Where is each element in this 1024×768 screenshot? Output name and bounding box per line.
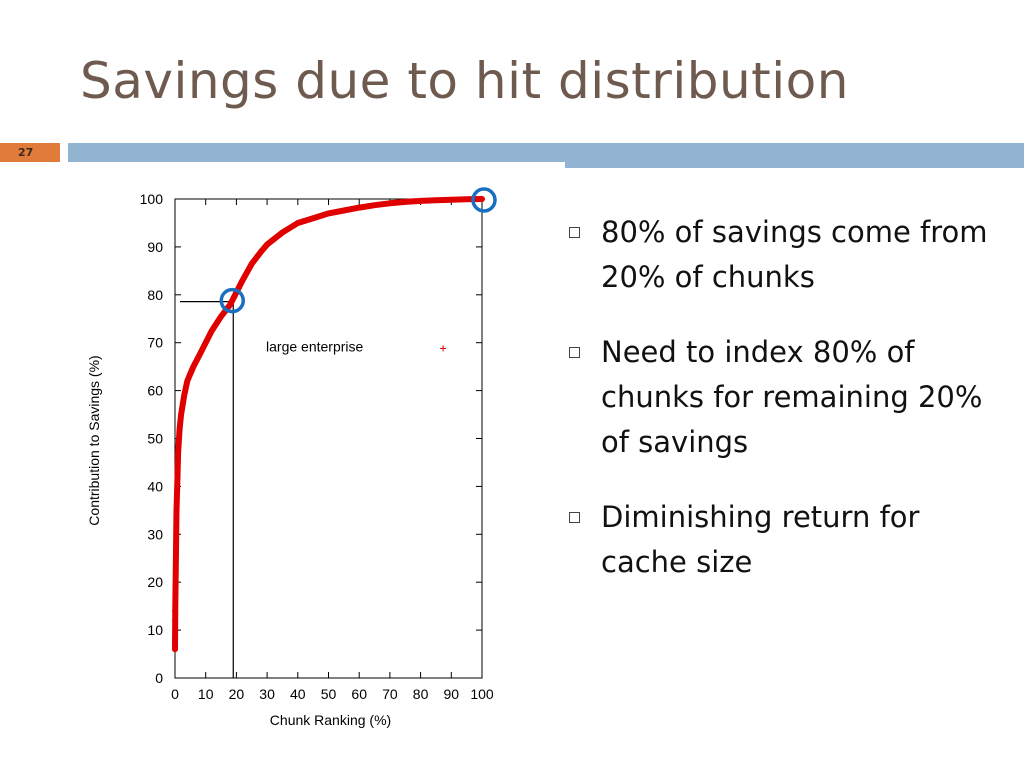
- plot-frame: [174, 198, 483, 679]
- bullet-list: 80% of savings come from 20% of chunks N…: [563, 210, 1003, 615]
- y-tick-label: 0: [155, 670, 163, 686]
- x-tick-label: 80: [413, 686, 429, 702]
- bullet-text: Diminishing return for cache size: [601, 500, 920, 579]
- y-axis-label: Contribution to Savings (%): [86, 355, 102, 525]
- x-tick-label: 90: [444, 686, 460, 702]
- y-tick-label: 80: [147, 287, 163, 303]
- x-tick-label: 20: [229, 686, 245, 702]
- bullet-item: Diminishing return for cache size: [563, 495, 1003, 585]
- slide-number: 27: [18, 146, 34, 159]
- x-tick-label: 30: [259, 686, 275, 702]
- y-tick-label: 50: [147, 431, 163, 447]
- bullet-text: 80% of savings come from 20% of chunks: [601, 215, 988, 294]
- x-tick-label: 100: [470, 686, 494, 702]
- y-tick-label: 40: [147, 478, 163, 494]
- bullet-square-icon: [569, 347, 580, 358]
- bullet-text: Need to index 80% of chunks for remainin…: [601, 335, 983, 459]
- x-tick-label: 0: [171, 686, 179, 702]
- x-tick-label: 10: [198, 686, 214, 702]
- y-tick-label: 20: [147, 574, 163, 590]
- slide-number-bar: [0, 143, 60, 165]
- x-tick-label: 40: [290, 686, 306, 702]
- y-tick-label: 10: [147, 622, 163, 638]
- bullet-square-icon: [569, 512, 580, 523]
- y-tick-label: 70: [147, 335, 163, 351]
- series-line-large-enterprise: [172, 196, 485, 653]
- x-tick-label: 60: [351, 686, 367, 702]
- x-tick-label: 70: [382, 686, 398, 702]
- y-tick-label: 30: [147, 526, 163, 542]
- highlight-circle: [219, 287, 246, 314]
- y-tick-label: 100: [140, 191, 164, 207]
- legend-label: large enterprise: [266, 338, 363, 354]
- highlight-circle: [471, 187, 497, 213]
- bullet-square-icon: [569, 227, 580, 238]
- y-tick-label: 90: [147, 239, 163, 255]
- slide-title: Savings due to hit distribution: [80, 52, 849, 110]
- y-tick-label: 60: [147, 383, 163, 399]
- savings-chart: 0 10 20 30 40 50 60 70 80 90 100 0 10 20 30 40 50 60 70 80 9…: [86, 187, 497, 728]
- x-tick-label: 50: [321, 686, 337, 702]
- bullet-item: Need to index 80% of chunks for remainin…: [563, 330, 1003, 465]
- x-axis-label: Chunk Ranking (%): [270, 712, 391, 728]
- bullet-item: 80% of savings come from 20% of chunks: [563, 210, 1003, 300]
- header-accent-notch: [0, 162, 565, 168]
